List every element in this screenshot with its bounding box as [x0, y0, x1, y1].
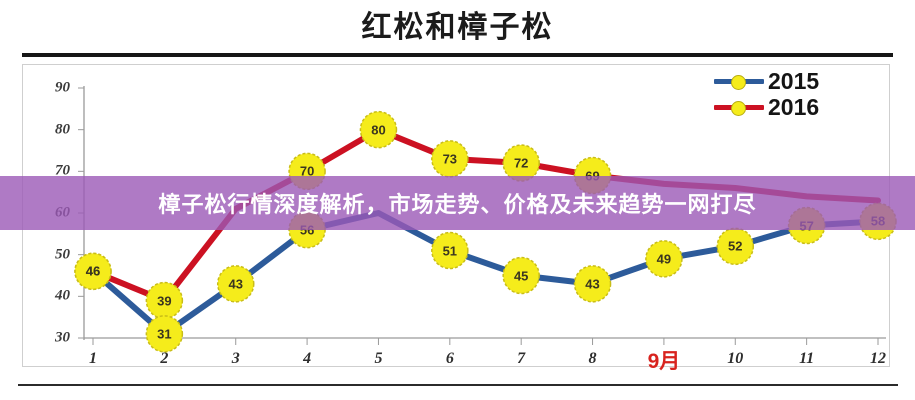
data-point-marker [502, 256, 540, 295]
x-axis-tick-3: 3 [231, 350, 240, 367]
x-axis-tick-6: 6 [445, 350, 454, 367]
data-point-marker [502, 144, 540, 182]
x-axis-tick-5: 5 [374, 350, 383, 367]
data-point-marker [645, 240, 683, 278]
data-point-marker [573, 265, 612, 303]
legend-marker-icon [731, 75, 746, 90]
legend-swatch-2015 [712, 72, 766, 90]
legend-marker-icon [731, 101, 746, 116]
data-point-marker [431, 231, 469, 270]
y-axis-tick-80: 80 [55, 121, 70, 138]
x-axis-tick-11: 11 [799, 350, 815, 367]
page-title: 红松和樟子松 [361, 11, 554, 44]
y-axis-tick-30: 30 [55, 329, 70, 346]
data-point-marker [359, 110, 398, 149]
y-axis-tick-90: 90 [55, 79, 70, 96]
y-axis-tick-40: 40 [55, 287, 70, 304]
data-point-marker [716, 227, 755, 266]
overlay-banner-text: 樟子松行情深度解析，市场走势、价格及未来趋势一网打尽 [158, 192, 757, 217]
legend-label-2016: 2016 [768, 93, 820, 120]
data-point-marker [145, 281, 184, 320]
x-axis-tick-9: 9月 [647, 350, 681, 373]
legend-item-2016[interactable]: 2016 [712, 94, 882, 120]
data-point-marker [431, 140, 469, 178]
legend: 2015 2016 [712, 68, 882, 120]
x-axis-tick-10: 10 [727, 350, 744, 367]
x-axis-tick-4: 4 [303, 350, 312, 367]
y-axis-tick-70: 70 [55, 162, 70, 179]
x-axis-tick-2: 2 [160, 350, 169, 367]
data-point-marker [74, 252, 112, 291]
data-point-marker [145, 315, 184, 353]
overlay-banner: 樟子松行情深度解析，市场走势、价格及未来趋势一网打尽 [0, 176, 915, 230]
legend-swatch-2016 [712, 98, 766, 116]
data-point-marker [216, 265, 255, 303]
x-axis-tick-12: 12 [870, 350, 886, 367]
footer-divider [18, 384, 898, 386]
legend-label-2015: 2015 [768, 67, 820, 94]
header-divider [22, 53, 893, 57]
x-axis-tick-8: 8 [588, 350, 597, 367]
legend-item-2015[interactable]: 2015 [712, 68, 882, 94]
y-axis-tick-50: 50 [55, 246, 70, 263]
series-line-2015 [90, 210, 881, 337]
x-axis-tick-7: 7 [517, 350, 526, 367]
x-axis-tick-1: 1 [89, 350, 97, 367]
